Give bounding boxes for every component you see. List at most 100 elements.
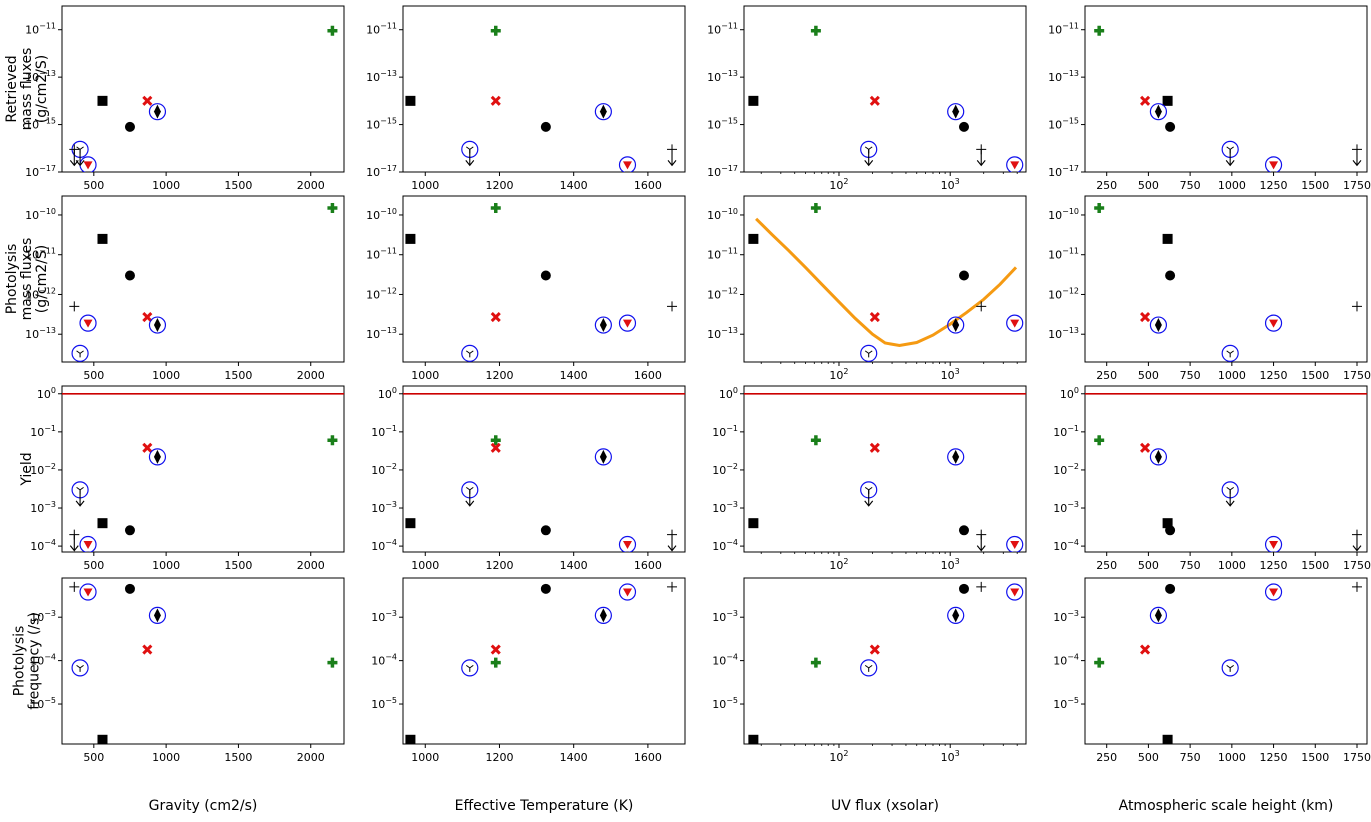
data-point <box>1140 312 1151 323</box>
marker-triangle-circled-ring <box>618 535 637 552</box>
marker-x-thick <box>1140 644 1151 655</box>
data-point <box>148 103 167 121</box>
xtick-label: 250 <box>1096 559 1117 572</box>
marker-square <box>1162 233 1173 244</box>
ytick-label: 10−11 <box>366 22 397 37</box>
panel-plot-area <box>62 392 344 552</box>
panel-plot-area <box>1094 202 1362 362</box>
xtick-label: 1000 <box>411 751 439 764</box>
panel-frequency-scaleheight: 10−3 10−4 10−5 250 500 750 1000 1250 1500 1750 <box>1053 577 1371 764</box>
marker-square <box>1162 518 1173 529</box>
data-point <box>124 270 135 281</box>
ytick-label: 10−11 <box>366 247 397 262</box>
marker-plus-thick <box>490 25 501 36</box>
xtick-label: 2000 <box>297 751 325 764</box>
panel-yield-scaleheight: 100 10−1 10−2 10−3 10−4 250 500 750 1000 1250 1500… <box>1053 385 1371 572</box>
data-point <box>1351 529 1362 552</box>
panel-plot-area <box>69 202 338 362</box>
xtick-label: 1250 <box>1260 369 1288 382</box>
data-point <box>1221 481 1239 507</box>
marker-triangle-circled <box>622 541 632 550</box>
marker-triangle-circled <box>83 588 93 597</box>
ylabel-photolysis_flux: Photolysismass fluxes(g/cm2/S) <box>4 238 50 321</box>
ytick-label: 10−4 <box>30 653 56 668</box>
panel-frame <box>743 577 1027 745</box>
data-point <box>869 95 880 106</box>
marker-plus-thick <box>1094 657 1105 668</box>
ytick-label: 10−13 <box>707 69 738 84</box>
marker-x-thick <box>869 644 880 655</box>
xtick-label: 250 <box>1096 751 1117 764</box>
panel-yield-teff: 100 10−1 10−2 10−3 10−4 1000 1200 1400 1600 <box>371 385 686 572</box>
marker-square <box>97 734 108 744</box>
data-point <box>1162 95 1173 106</box>
marker-plus-thick <box>490 202 501 213</box>
marker-tri-circled-ring <box>461 344 479 362</box>
data-point <box>1006 583 1024 601</box>
fit-curve <box>755 217 1018 348</box>
xtick-label: 1500 <box>224 179 252 192</box>
marker-triangle-circled-ring <box>1264 156 1283 172</box>
marker-triangle-circled <box>622 319 632 328</box>
ytick-label: 10−12 <box>366 286 397 301</box>
marker-diamond-circled-ring <box>947 448 965 466</box>
xlabel-uvflux: UV flux (xsolar) <box>831 798 939 814</box>
xtick-label: 102 <box>829 557 848 572</box>
upper-limit-arrow <box>1225 149 1235 167</box>
ytick-label: 100 <box>719 386 738 401</box>
marker-diamond-circled-ring <box>1149 316 1168 334</box>
upper-limit-arrow <box>75 489 85 507</box>
panel-yield-gravity: 100 10−1 10−2 10−3 10−4 500 1000 1500 2000 <box>30 385 345 572</box>
data-point <box>869 644 880 655</box>
data-point <box>976 529 987 552</box>
ytick-label: 10−1 <box>712 424 738 439</box>
ytick-label: 10−5 <box>30 696 56 711</box>
ytick-label: 10−4 <box>712 538 738 553</box>
marker-tri-circled-ring <box>71 659 89 677</box>
panel-retrieved-gravity: 10−11 10−13 10−15 10−17 500 1000 1500 2000 <box>25 5 345 192</box>
marker-diamond-circled <box>1154 608 1162 623</box>
ytick-label: 100 <box>378 386 397 401</box>
data-point <box>947 103 965 121</box>
marker-square <box>748 95 759 106</box>
ytick-label: 10−17 <box>25 164 56 179</box>
marker-tri-circled <box>864 350 873 358</box>
panel-frame <box>61 5 345 173</box>
data-point <box>958 270 969 281</box>
marker-triangle-circled <box>1269 319 1279 328</box>
marker-diamond-circled-ring <box>594 316 612 334</box>
marker-x-thick <box>142 644 153 655</box>
marker-x-thick <box>490 95 501 106</box>
panel-frequency-teff: 10−3 10−4 10−5 1000 1200 1400 1600 <box>371 577 686 764</box>
marker-square <box>405 518 416 529</box>
data-point <box>69 301 80 312</box>
ytick-label: 10−5 <box>371 696 397 711</box>
xtick-label: 250 <box>1096 179 1117 192</box>
data-point <box>405 518 416 529</box>
xtick-label: 1500 <box>224 751 252 764</box>
xtick-label: 1250 <box>1260 559 1288 572</box>
marker-tri-circled-ring <box>860 659 878 677</box>
xtick-label: 1600 <box>634 751 662 764</box>
xtick-label: 1000 <box>1218 751 1246 764</box>
xlabel-teff: Effective Temperature (K) <box>455 798 634 814</box>
xtick-label: 750 <box>1180 751 1201 764</box>
data-point <box>124 121 135 132</box>
ytick-label: 10−2 <box>712 462 738 477</box>
panel-frame <box>402 577 686 745</box>
marker-x-thick <box>1140 312 1151 323</box>
marker-diamond-circled <box>153 608 161 623</box>
data-point <box>1094 202 1105 213</box>
ytick-label: 10−3 <box>371 500 397 515</box>
xtick-label: 1000 <box>152 751 180 764</box>
xtick-label: 1200 <box>485 559 513 572</box>
data-point <box>1162 233 1173 244</box>
panel-retrieved-teff: 10−11 10−13 10−15 10−17 1000 1200 1400 1600 <box>366 5 686 192</box>
marker-circle <box>540 270 551 281</box>
data-point <box>860 140 878 167</box>
xtick-label: 1200 <box>485 751 513 764</box>
marker-diamond-circled <box>952 104 960 119</box>
marker-x-thick <box>490 312 501 323</box>
marker-circle <box>124 583 135 594</box>
data-point <box>976 144 987 167</box>
